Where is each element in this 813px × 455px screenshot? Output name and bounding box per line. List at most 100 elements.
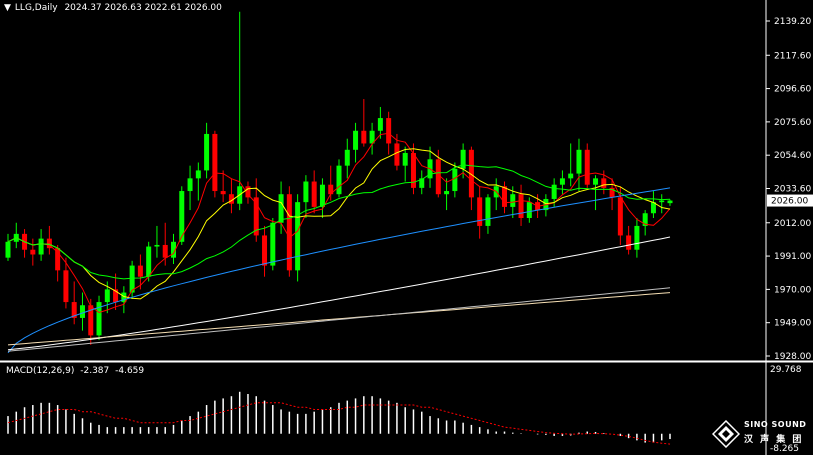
candle-body <box>146 246 152 277</box>
candle-body <box>245 186 251 198</box>
candle-body <box>468 149 474 198</box>
logo-text-cn: 汉 声 集 团 <box>744 435 804 445</box>
candle-body <box>137 265 143 277</box>
candle-body <box>55 248 61 271</box>
candle-body <box>419 178 425 188</box>
candle-body <box>344 149 350 166</box>
candle-body <box>353 130 359 150</box>
candle-body <box>518 194 524 219</box>
candle-body <box>195 170 201 179</box>
candle-body <box>162 244 168 258</box>
candle-body <box>601 178 607 188</box>
candle-body <box>559 178 565 185</box>
candle-body <box>5 241 11 258</box>
price-tick-label: 1949.00 <box>774 319 811 329</box>
candle-body <box>377 118 383 131</box>
ma250-line <box>7 292 671 346</box>
candle-body <box>584 149 590 185</box>
candle-body <box>369 130 375 144</box>
candle-body <box>650 202 656 214</box>
candle-body <box>659 200 665 203</box>
candle-body <box>30 249 36 255</box>
ma120-line <box>7 236 671 351</box>
ma10-line <box>7 148 671 300</box>
candle-body <box>526 202 532 219</box>
candle-body <box>510 194 516 207</box>
candle-body <box>220 191 226 195</box>
dropdown-triangle-icon[interactable]: ▼ <box>4 3 11 13</box>
diamond-logo-icon <box>712 420 740 448</box>
price-tick-label: 2054.60 <box>774 151 811 161</box>
price-tick-label: 2012.00 <box>774 219 811 229</box>
candle-body <box>568 173 574 179</box>
candle-body <box>576 149 582 174</box>
macd-scale-top: 29.768 <box>770 365 802 375</box>
ma60-line <box>7 187 671 354</box>
candle-body <box>394 143 400 166</box>
candle-body <box>96 302 102 336</box>
logo-text-en: SINO SOUND <box>744 420 807 429</box>
price-tick-label: 2033.60 <box>774 185 811 195</box>
macd-signal-value: -4.659 <box>115 366 145 376</box>
candle-body <box>38 238 44 255</box>
candle-body <box>477 197 483 226</box>
candle-body <box>626 235 632 250</box>
candle-body <box>311 181 317 207</box>
candle-body <box>667 200 673 204</box>
price-tick-label: 2117.60 <box>774 51 811 61</box>
candle-body <box>154 244 160 247</box>
macd-scale-bottom: -8.265 <box>770 444 799 454</box>
candle-body <box>262 235 268 266</box>
candle-body <box>386 118 392 144</box>
candle-body <box>485 197 491 226</box>
macd-header: MACD(12,26,9) -2.387 -4.659 <box>6 366 147 376</box>
price-tick-label: 2075.60 <box>774 118 811 128</box>
candle-body <box>121 292 127 303</box>
candle-body <box>410 152 416 188</box>
price-tick-label: 1991.00 <box>774 252 811 262</box>
macd-signal-line <box>7 402 671 445</box>
candle-body <box>609 187 615 198</box>
ma5-line <box>7 132 671 314</box>
candle-body <box>452 168 458 192</box>
candle-body <box>295 202 301 271</box>
candle-body <box>642 213 648 226</box>
candle-body <box>444 191 450 195</box>
candle-body <box>104 289 110 303</box>
candle-body <box>551 184 557 199</box>
symbol-label: LLG,Daily <box>14 3 58 13</box>
candle-body <box>286 194 292 271</box>
candle-body <box>328 184 334 195</box>
candle-body <box>187 178 193 192</box>
ma20-line <box>7 164 671 280</box>
candle-body <box>460 149 466 169</box>
candle-body <box>361 130 367 144</box>
candle-body <box>336 165 342 195</box>
macd-main-value: -2.387 <box>80 366 110 376</box>
current-price-label: 2026.00 <box>771 197 808 207</box>
candle-body <box>46 238 52 249</box>
candle-body <box>435 159 441 195</box>
candle-body <box>79 305 85 318</box>
candle-body <box>303 181 309 203</box>
candle-body <box>71 302 77 318</box>
candle-body <box>402 152 408 166</box>
sino-sound-logo: SINO SOUND 汉 声 集 团 <box>712 420 807 450</box>
candle-body <box>171 241 176 258</box>
candle-body <box>88 305 94 336</box>
chart-header: ▼ LLG,Daily 2024.37 2026.63 2022.61 2026.… <box>4 3 226 13</box>
candle-body <box>617 197 623 236</box>
candle-body <box>253 197 259 236</box>
candle-body <box>63 270 69 303</box>
candle-body <box>634 225 640 250</box>
macd-name: MACD(12,26,9) <box>6 366 75 376</box>
candle-body <box>179 191 185 242</box>
price-tick-label: 1928.00 <box>774 352 811 362</box>
candle-body <box>270 222 276 266</box>
candle-body <box>204 133 210 171</box>
price-tick-label: 1970.00 <box>774 285 811 295</box>
price-tick-label: 2139.20 <box>774 17 811 27</box>
candle-body <box>228 194 234 204</box>
